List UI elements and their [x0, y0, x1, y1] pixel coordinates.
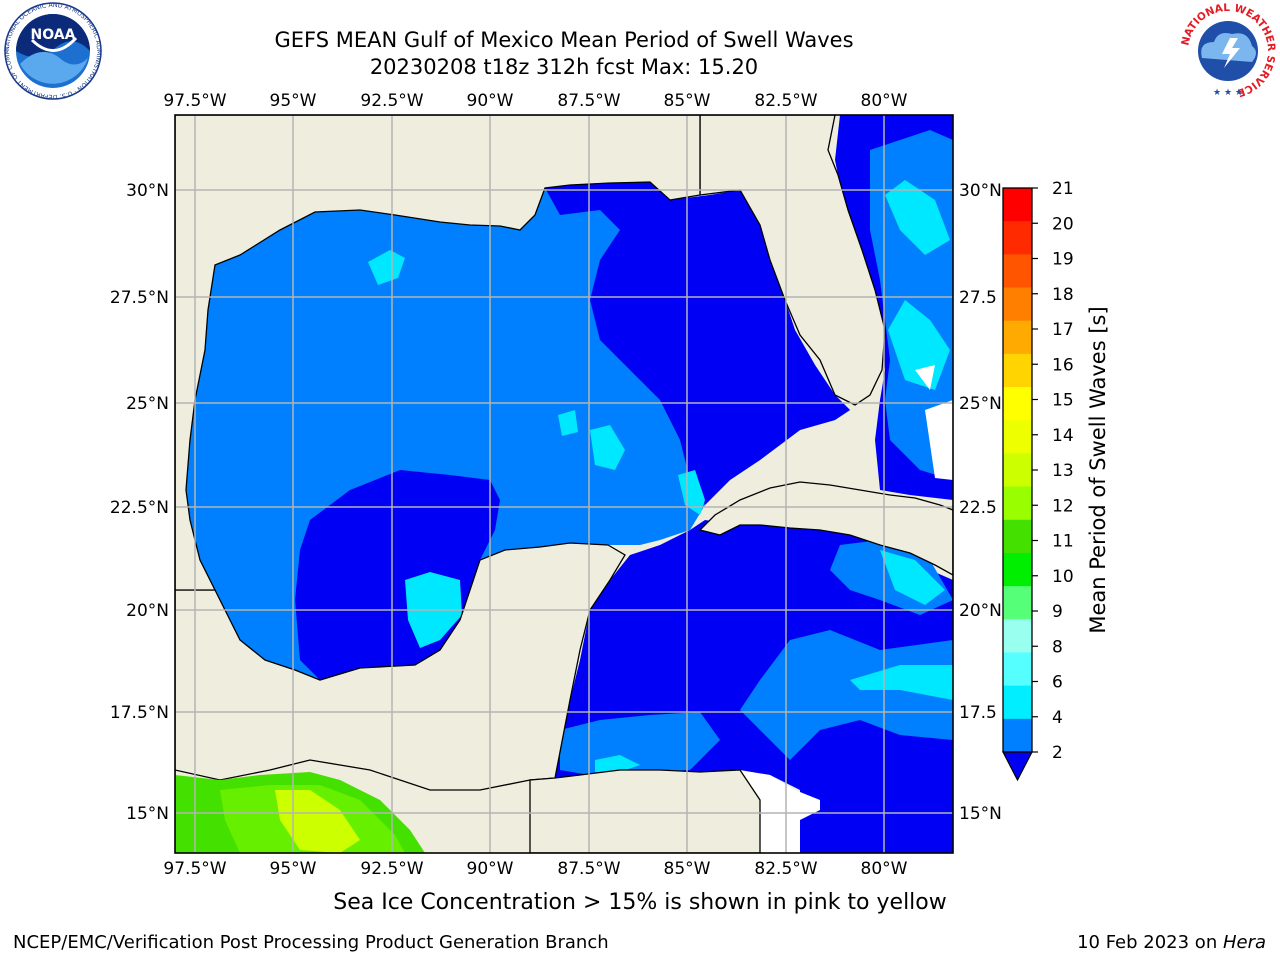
- no-data-bahamas-north: [915, 365, 935, 390]
- colorbar-tick-label: 2: [1052, 743, 1063, 763]
- lon-tick-bottom: 82.5°W: [754, 859, 817, 879]
- lat-tick-left: 30°N: [126, 181, 169, 201]
- lat-tick-left: 15°N: [126, 804, 169, 824]
- lat-tick-left: 27.5°N: [110, 288, 169, 308]
- grid-lines: [175, 115, 953, 853]
- lat-tick-left: 22.5°N: [110, 498, 169, 518]
- cuba-land: [698, 481, 953, 576]
- pacific-yellow-area: [275, 790, 360, 853]
- colorbar-tick-label: 19: [1052, 250, 1074, 270]
- colorbar-tick-label: 18: [1052, 285, 1074, 305]
- chart-title: GEFS MEAN Gulf of Mexico Mean Period of …: [274, 28, 854, 52]
- lon-tick-bottom: 90°W: [467, 859, 514, 879]
- florida-land: [699, 115, 886, 406]
- colorbar-segment: [1003, 420, 1032, 454]
- colorbar-segment: [1003, 254, 1032, 289]
- lon-tick-top: 97.5°W: [163, 91, 226, 111]
- texas-mexico-coast-land: [175, 115, 701, 591]
- colorbar-tick-label: 16: [1052, 355, 1074, 375]
- honduras-land: [529, 769, 761, 853]
- colorbar-tick-label: 20: [1052, 214, 1074, 234]
- lat-tick-left: 17.5°N: [110, 703, 169, 723]
- colorbar-segment: [1003, 320, 1032, 355]
- chart-subtitle: 20230208 t18z 312h fcst Max: 15.20: [369, 55, 759, 79]
- lon-tick-bottom: 87.5°W: [557, 859, 620, 879]
- colorbar-segment: [1003, 586, 1032, 620]
- colorbar-tick-label: 6: [1052, 673, 1063, 693]
- colorbar-tick-label: 14: [1052, 426, 1074, 446]
- gulf-swell-4-6-yucatan: [678, 470, 705, 515]
- lon-tick-top: 87.5°W: [557, 91, 620, 111]
- colorbar-segment: [1003, 387, 1032, 421]
- lat-tick-left: 25°N: [126, 394, 169, 414]
- svg-text:★ ★ ★: ★ ★ ★: [1213, 88, 1243, 98]
- lon-tick-bottom: 85°W: [664, 859, 711, 879]
- colorbar-tick-label: 4: [1052, 708, 1063, 728]
- colorbar-segment: [1003, 652, 1032, 687]
- footer-date-text: 10 Feb 2023 on: [1077, 932, 1223, 953]
- lon-tick-top: 90°W: [467, 91, 514, 111]
- lat-tick-right: 15°N: [959, 804, 1002, 824]
- colorbar-segment: [1003, 619, 1032, 653]
- sea-ice-note: Sea Ice Concentration > 15% is shown in …: [333, 890, 947, 915]
- footer-host: Hera: [1222, 932, 1266, 953]
- colorbar-segment: [1003, 519, 1032, 554]
- eastern-gulf-low-period: [545, 182, 850, 505]
- gulf-swell-4-6-west: [558, 410, 578, 436]
- footer-branch: NCEP/EMC/Verification Post Processing Pr…: [13, 932, 609, 953]
- colorbar-tick-label: 10: [1052, 567, 1074, 587]
- lon-tick-top: 80°W: [861, 91, 908, 111]
- colorbar-segment: [1003, 287, 1032, 322]
- colorbar-segment: [1003, 718, 1032, 753]
- lon-tick-bottom: 97.5°W: [163, 859, 226, 879]
- lat-tick-left: 20°N: [126, 601, 169, 621]
- colorbar-tick-label: 11: [1052, 532, 1074, 552]
- lon-tick-top: 85°W: [664, 91, 711, 111]
- colorbar-segment: [1003, 221, 1032, 255]
- gulf-swell-4-6-north: [368, 250, 405, 285]
- colorbar-segment: [1003, 453, 1032, 488]
- lon-tick-bottom: 80°W: [861, 859, 908, 879]
- colorbar-label: Mean Period of Swell Waves [s]: [1086, 306, 1110, 633]
- colorbar-tick-label: 21: [1052, 179, 1074, 199]
- noaa-logo: NATIONAL OCEANIC AND ATMOSPHERIC ADMINIS…: [2, 2, 102, 100]
- footer-date: 10 Feb 2023 on Hera: [1077, 932, 1266, 953]
- colorbar-tick-label: 13: [1052, 461, 1074, 481]
- lon-tick-top: 92.5°W: [360, 91, 423, 111]
- caribbean-swell-4-6-coast: [595, 755, 640, 772]
- lat-tick-right: 30°N: [959, 181, 1002, 201]
- colorbar-tick-label: 9: [1052, 602, 1063, 622]
- caribbean-swell-2-4: [740, 630, 953, 760]
- colorbar-tick-label: 8: [1052, 637, 1063, 657]
- lon-tick-top: 82.5°W: [754, 91, 817, 111]
- colorbar-tick-label: 15: [1052, 391, 1074, 411]
- colorbar-segment: [1003, 486, 1032, 521]
- colorbar-tick-label: 17: [1052, 320, 1074, 340]
- colorbar-segment: [1003, 188, 1032, 222]
- lat-tick-right: 25°N: [959, 394, 1002, 414]
- colorbar-extend-arrow: [1002, 751, 1033, 782]
- lat-tick-right: 27.5: [959, 288, 997, 308]
- lat-tick-right: 22.5: [959, 498, 997, 518]
- caribbean-swell-4-6: [880, 550, 945, 605]
- colorbar-segment: [1003, 353, 1032, 388]
- gulf-swell-4-6-center: [590, 425, 625, 470]
- atlantic-swell-4-6-north: [885, 180, 950, 255]
- lon-tick-top: 95°W: [270, 91, 317, 111]
- nws-logo: NATIONAL WEATHER SERVICE ★ ★ ★: [1179, 2, 1277, 99]
- lat-tick-right: 20°N: [959, 601, 1002, 621]
- lat-tick-right: 17.5: [959, 703, 997, 723]
- map-frame: [174, 114, 954, 854]
- colorbar-segment: [1003, 552, 1032, 587]
- colorbar-tick-label: 12: [1052, 496, 1074, 516]
- colorbar: [1003, 188, 1032, 753]
- noaa-logo-text: NOAA: [31, 27, 76, 43]
- mexico-central-america-land: [175, 542, 626, 853]
- colorbar-segment: [1003, 685, 1032, 720]
- caribbean-swell-4-6-south: [850, 665, 953, 700]
- lon-tick-bottom: 92.5°W: [360, 859, 423, 879]
- no-data-bahamas: [925, 400, 953, 480]
- lon-tick-bottom: 95°W: [270, 859, 317, 879]
